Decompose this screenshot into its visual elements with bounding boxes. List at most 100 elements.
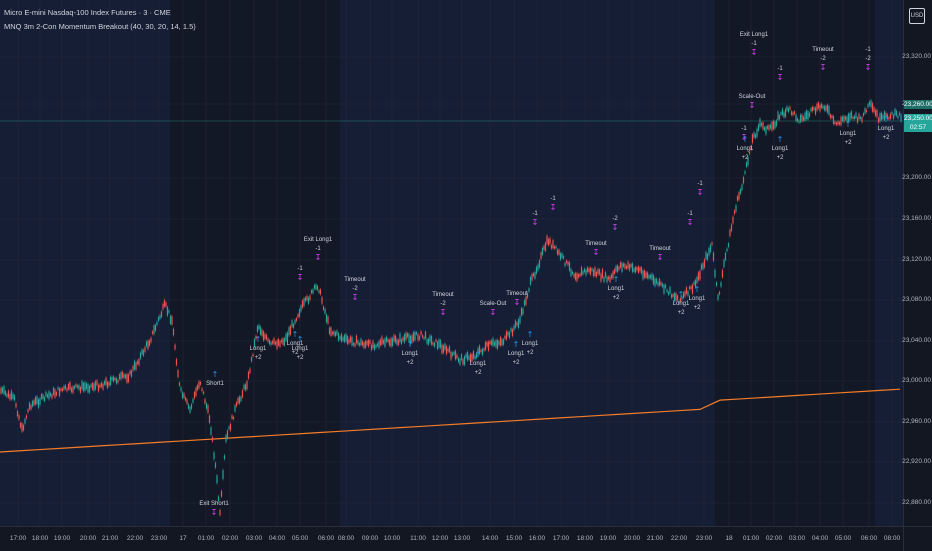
trade-label: +2	[777, 155, 785, 161]
candle-body	[73, 386, 76, 389]
candle-body	[699, 270, 701, 280]
exit-arrow-icon: ↧	[741, 133, 748, 142]
candle-body	[310, 290, 313, 294]
candle-body	[94, 381, 97, 390]
exit-arrow-icon: ↧	[749, 101, 756, 110]
entry-arrow-icon: ↑	[475, 350, 482, 359]
candle-body	[243, 384, 245, 390]
candle-body	[537, 264, 539, 271]
time-axis[interactable]: 17:00 18:00 19:00 20:00 21:00 22:00 23:00 17 01:…	[0, 526, 903, 551]
candle-body	[868, 101, 871, 106]
candle-body	[316, 286, 319, 290]
trade-markers: ↑Long1+2↑Long1+2↑Long1+2↑Long1+2↑Long1+2…	[199, 32, 895, 517]
candle-body	[127, 374, 130, 382]
candle-body	[435, 339, 437, 342]
candle-body	[193, 391, 196, 399]
candle-body	[0, 387, 2, 394]
candle-body	[336, 330, 338, 335]
candle-body	[645, 272, 647, 278]
candle-body	[345, 334, 347, 342]
candle-body	[126, 374, 128, 383]
time-label: 04:00	[811, 535, 829, 542]
candle-body	[135, 362, 137, 370]
candle-body	[441, 344, 443, 354]
indicator-title[interactable]: MNQ 3m 2-Con Momentum Breakout (40, 30, …	[4, 22, 196, 31]
candle-body	[96, 380, 98, 385]
candle-body	[474, 355, 476, 360]
trade-label: -1	[297, 266, 303, 272]
candle-body	[364, 340, 367, 348]
exit-arrow-icon: ↧	[657, 253, 664, 262]
candle-body	[91, 382, 94, 390]
candle-body	[237, 397, 239, 404]
price-chart-area[interactable]: ↑Long1+2↑Long1+2↑Long1+2↑Long1+2↑Long1+2…	[0, 0, 903, 526]
trade-label: -1	[532, 211, 538, 217]
candle-body	[286, 332, 289, 341]
candle-body	[516, 322, 518, 326]
candle-body	[468, 355, 470, 360]
time-label: 05:00	[291, 535, 309, 542]
candle-body	[396, 339, 398, 345]
trade-label: +2	[678, 310, 686, 316]
candle-body	[498, 341, 500, 345]
candle-body	[627, 261, 629, 269]
entry-arrow-icon: ↑	[255, 335, 262, 344]
candle-body	[192, 398, 194, 403]
candle-body	[511, 329, 514, 336]
candle-body	[457, 357, 460, 362]
candle-body	[166, 307, 169, 316]
candle-body	[405, 332, 407, 340]
candle-body	[67, 383, 70, 390]
symbol-title[interactable]: Micro E-mini Nasdaq-100 Index Futures · …	[4, 8, 171, 17]
candle-body	[639, 267, 641, 272]
candle-body	[744, 171, 746, 174]
candle-body	[594, 267, 596, 277]
candle-body	[675, 293, 677, 301]
candle-body	[390, 338, 392, 347]
trade-label: -1	[697, 181, 703, 187]
candle-body	[136, 360, 139, 364]
candle-body	[313, 285, 316, 289]
price-label: 23,160.00	[902, 215, 931, 222]
candle-body	[171, 316, 173, 325]
candle-body	[711, 242, 713, 245]
candle-body	[678, 301, 680, 304]
candle-body	[798, 120, 800, 123]
time-label: 23:00	[695, 535, 713, 542]
candle-body	[31, 401, 34, 407]
candle-body	[18, 415, 20, 420]
candle-body	[738, 192, 740, 200]
candle-body	[628, 264, 631, 271]
candle-body	[343, 334, 346, 342]
trade-label: +2	[883, 135, 891, 141]
candle-body	[807, 111, 809, 120]
candle-body	[813, 107, 815, 110]
time-label: 04:00	[268, 535, 286, 542]
candle-body	[702, 263, 704, 270]
candle-body	[297, 314, 299, 318]
candle-body	[312, 289, 314, 294]
price-axis[interactable]: 23,320.0023,280.0023,200.0023,160.0023,1…	[902, 0, 932, 526]
time-label: 10:00	[383, 535, 401, 542]
candle-body	[625, 266, 628, 269]
candle-body	[37, 399, 40, 408]
candle-body	[130, 370, 133, 377]
candle-body	[607, 276, 610, 280]
session-shade	[715, 0, 875, 526]
candle-body	[138, 358, 140, 366]
candle-body	[532, 273, 535, 276]
candle-body	[426, 339, 428, 344]
candle-body	[706, 253, 709, 260]
candle-body	[876, 110, 878, 118]
candle-body	[330, 327, 332, 336]
candle-body	[696, 276, 698, 283]
candle-body	[267, 338, 269, 342]
candle-body	[595, 271, 598, 277]
currency-button[interactable]: USD	[909, 8, 925, 24]
entry-arrow-icon: ↑	[513, 340, 520, 349]
candle-body	[151, 331, 154, 334]
candle-body	[438, 339, 440, 348]
candle-body	[4, 391, 7, 396]
candle-body	[174, 344, 176, 350]
candle-body	[844, 116, 847, 120]
